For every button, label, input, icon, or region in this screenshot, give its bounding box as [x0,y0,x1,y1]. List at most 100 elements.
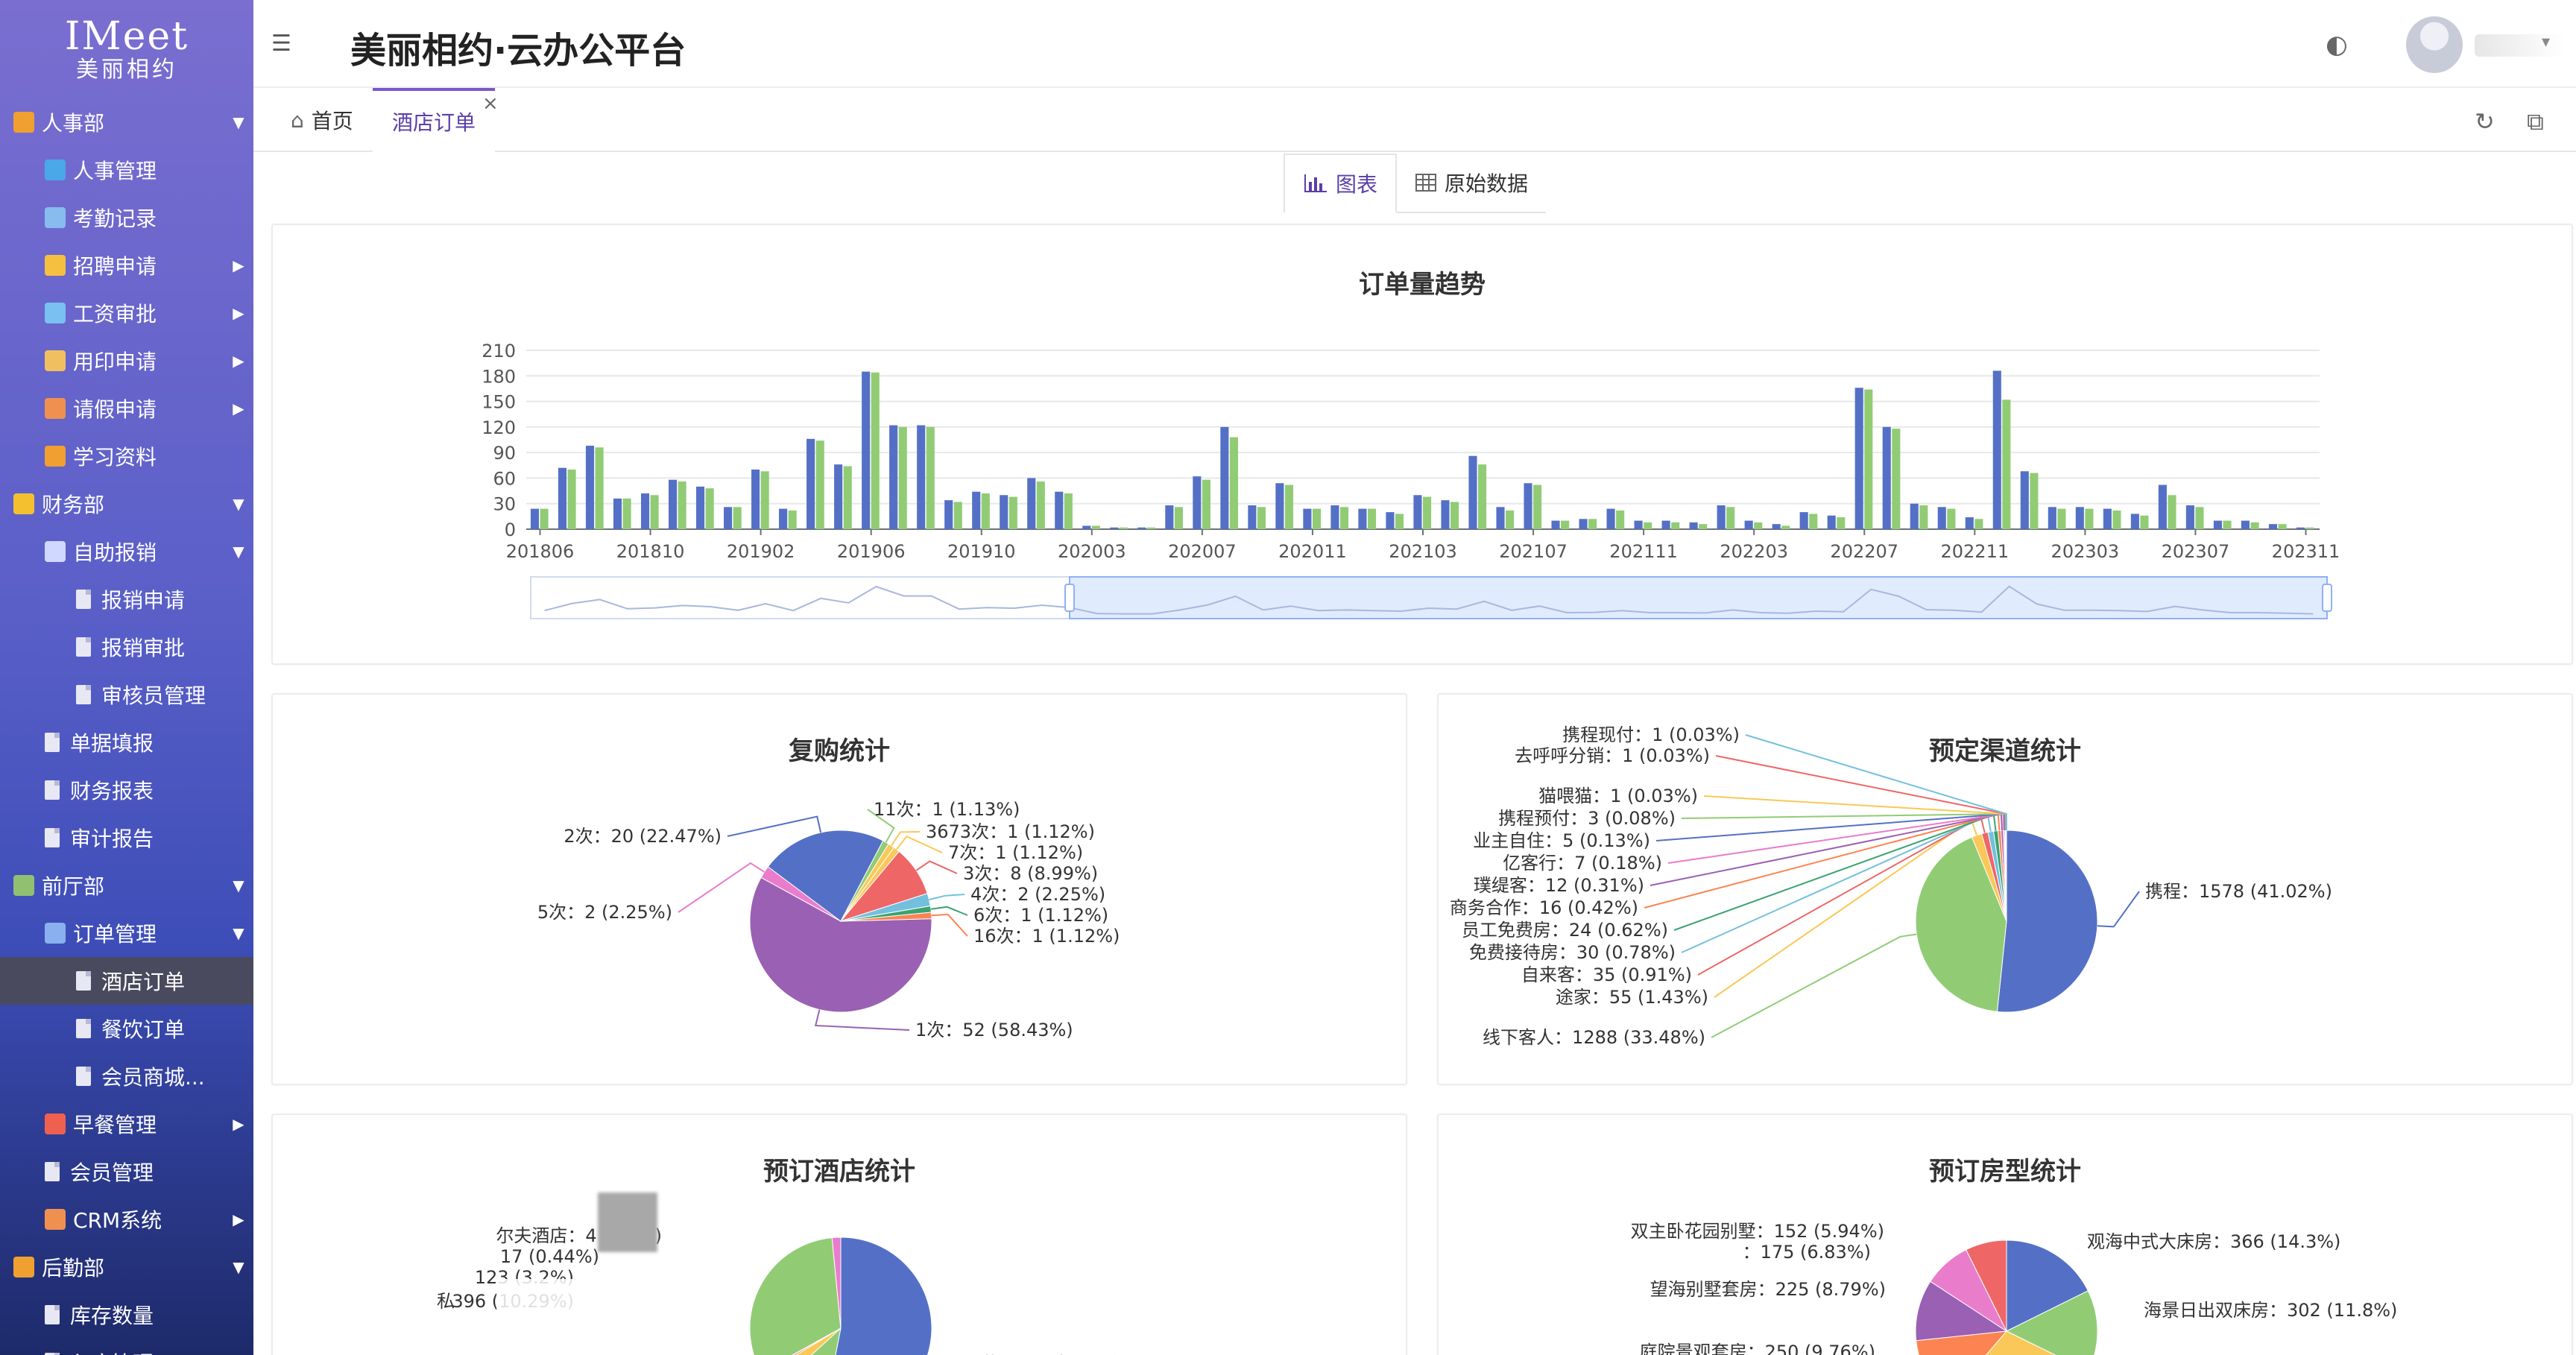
sidebar-item-21[interactable]: 早餐管理 ▶ [0,1100,253,1148]
refresh-icon[interactable]: ↻ [2475,107,2495,136]
bar[interactable] [944,500,953,529]
sidebar-item-17[interactable]: 订单管理 ▼ [0,909,253,957]
bar[interactable] [558,467,567,529]
bar[interactable] [540,508,549,529]
bar[interactable] [1937,507,1946,529]
bar[interactable] [815,440,824,529]
bar[interactable] [1910,503,1919,529]
bar[interactable] [1036,481,1045,529]
bar[interactable] [1892,429,1901,529]
bar[interactable] [585,446,595,529]
sidebar-item-18[interactable]: 酒店订单 [0,957,253,1005]
bar[interactable] [953,502,962,529]
bar[interactable] [640,493,650,529]
bar[interactable] [2140,515,2149,529]
bar[interactable] [1644,522,1652,529]
bar[interactable] [1799,512,1808,529]
bar[interactable] [889,425,898,529]
menu-toggle-icon[interactable]: ☰ [271,31,291,57]
datazoom-window[interactable] [1069,576,2328,619]
external-link-icon[interactable]: ⧉ [2527,107,2544,136]
pie-slice[interactable] [1916,1330,2008,1355]
bar[interactable] [917,425,926,529]
bar[interactable] [1579,519,1588,529]
pie-slice[interactable] [1948,1330,2089,1355]
pie-slice[interactable] [831,1236,842,1329]
bar[interactable] [1726,507,1735,529]
bar[interactable] [2048,507,2056,529]
bar[interactable] [1561,520,1570,529]
bar[interactable] [779,508,788,529]
bar[interactable] [1837,517,1846,529]
bar[interactable] [2103,508,2112,529]
bar[interactable] [1506,510,1515,529]
bar[interactable] [834,464,843,529]
bar[interactable] [668,479,678,529]
bar[interactable] [1744,520,1753,529]
bar[interactable] [843,466,852,529]
sidebar-item-7[interactable]: 学习资料 [0,432,253,480]
sidebar-item-23[interactable]: CRM系统 ▶ [0,1196,253,1243]
bar[interactable] [1000,495,1008,529]
bar[interactable] [1854,388,1863,529]
bar[interactable] [1947,508,1956,529]
bar[interactable] [595,447,604,529]
bar[interactable] [871,372,880,529]
bar[interactable] [862,371,871,529]
bar[interactable] [1082,525,1091,529]
bar[interactable] [1110,527,1119,529]
bar[interactable] [1339,507,1349,529]
bar[interactable] [2278,524,2287,529]
bar[interactable] [1146,527,1155,529]
bar[interactable] [2130,514,2139,529]
pie-slice[interactable] [749,877,932,1013]
tab-hotel-order[interactable]: 酒店订单 [373,88,496,152]
bar[interactable] [696,486,705,529]
sidebar-item-3[interactable]: 招聘申请 ▶ [0,241,253,289]
datazoom-start-handle[interactable] [1064,584,1075,612]
bar[interactable] [1450,502,1459,529]
chevron-down-icon[interactable]: ▾ [2542,33,2551,51]
bar[interactable] [926,426,935,529]
sidebar-item-14[interactable]: 财务报表 [0,766,253,814]
bar[interactable] [1119,527,1128,529]
bar[interactable] [724,507,733,529]
bar[interactable] [1358,508,1367,529]
bar[interactable] [1478,464,1487,529]
bar[interactable] [1588,519,1597,529]
pie-slice[interactable] [2005,1290,2098,1355]
bar[interactable] [1781,525,1790,529]
pie-slice[interactable] [2006,1239,2089,1332]
bar[interactable] [1919,505,1928,529]
bar[interactable] [2223,520,2232,529]
sidebar-item-12[interactable]: 审核员管理 [0,671,253,718]
sidebar-item-11[interactable]: 报销审批 [0,623,253,671]
bar[interactable] [2305,527,2314,529]
bar[interactable] [1303,508,1312,529]
pie-slice[interactable] [1996,830,2098,1013]
bar[interactable] [2020,471,2029,529]
bar[interactable] [1671,522,1680,529]
bar[interactable] [751,470,760,529]
bar[interactable] [1699,524,1708,529]
sidebar-item-19[interactable]: 餐饮订单 [0,1005,253,1052]
pie-slice[interactable] [823,1236,932,1355]
theme-toggle-icon[interactable]: ◐ [2326,30,2348,60]
bar[interactable] [1827,515,1836,529]
bar[interactable] [1468,455,1477,529]
bar[interactable] [1174,507,1183,529]
bar[interactable] [1312,508,1322,529]
bar[interactable] [1634,520,1643,529]
bar[interactable] [2268,524,2277,529]
pie-slice[interactable] [767,830,884,922]
bar[interactable] [1091,525,1100,529]
bar[interactable] [2250,522,2259,529]
sidebar-item-1[interactable]: 人事管理 [0,146,253,194]
datazoom-end-handle[interactable] [2322,584,2332,612]
bar[interactable] [530,508,540,529]
bar[interactable] [788,510,797,529]
bar[interactable] [622,498,631,529]
bar[interactable] [1754,522,1763,529]
bar[interactable] [1193,476,1202,529]
bar[interactable] [1689,522,1698,529]
